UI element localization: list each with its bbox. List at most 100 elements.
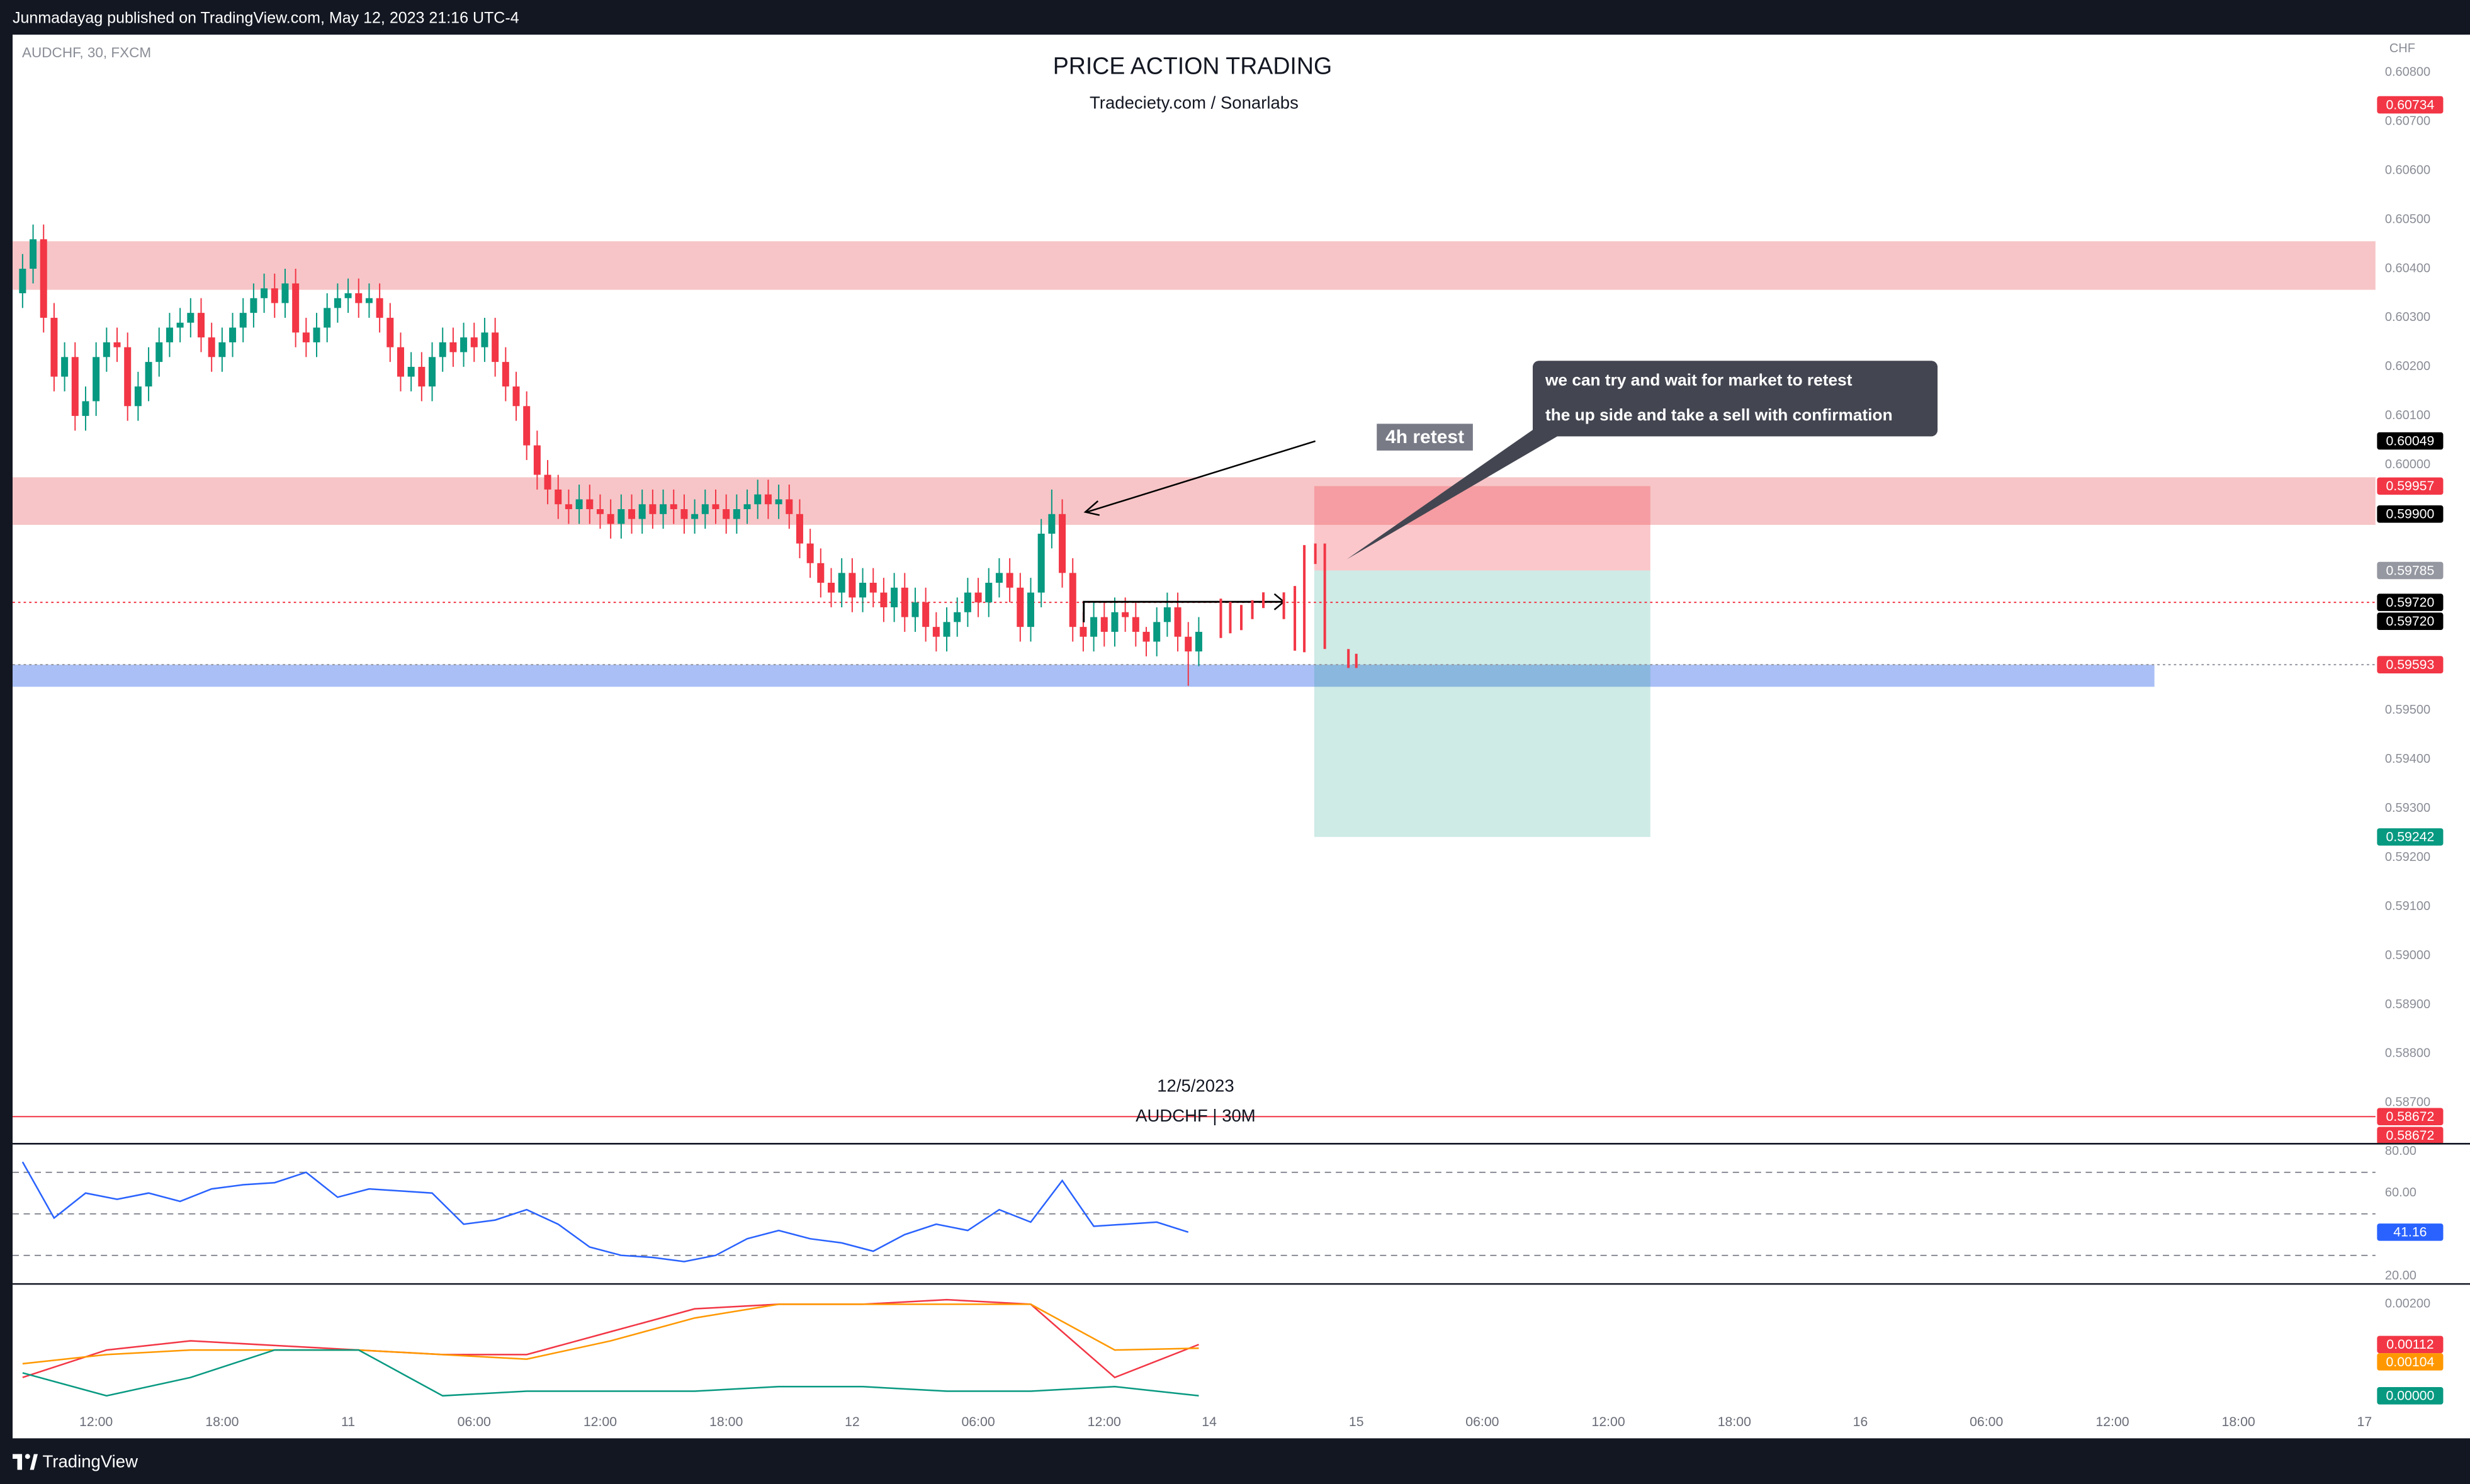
publish-header: Junmadayag published on TradingView.com,… [13,9,519,27]
candle-body [565,504,572,510]
candle-body [93,357,100,402]
candle-body [723,509,730,519]
candle-body [670,504,677,510]
candle-body [355,293,363,303]
candle-body [1080,627,1087,637]
x-tick-label: 12:00 [79,1414,113,1429]
candle-body [449,342,457,352]
candle-body [218,342,226,357]
zone [13,241,2376,290]
y-tick-label: 60.00 [2385,1186,2416,1200]
value-label: 0.00112 [2386,1337,2433,1352]
price-label-box [2377,96,2444,114]
candle-body [61,357,69,377]
x-tick-label: 06:00 [961,1414,995,1429]
logo-part [25,1454,30,1459]
candle-body [943,622,950,637]
y-tick-label: 0.58900 [2385,998,2430,1011]
candle-body [817,563,825,583]
value-label-box [2377,1353,2444,1371]
candle-body [838,573,845,593]
candle-body [575,499,583,510]
series-line [21,1161,1189,1262]
x-tick-label: 12 [845,1414,860,1429]
x-tick-label: 16 [1853,1414,1868,1429]
y-tick-label: 0.59100 [2385,899,2430,913]
y-tick-label: 0.59200 [2385,850,2430,864]
price-label: 0.59957 [2386,478,2434,493]
candle-body [733,509,740,519]
price-label: 0.59593 [2386,657,2434,672]
x-tick-label: 18:00 [1718,1414,1751,1429]
candle-body [596,509,604,514]
candle-body [1142,631,1150,642]
candle-body [754,494,762,505]
position-target [1314,570,1650,837]
price-label: 0.60049 [2386,434,2434,449]
candle-body [954,612,961,622]
candle-body [197,313,205,338]
candle-body [1027,592,1035,627]
candle-body [995,573,1003,583]
price-label: 0.59720 [2386,614,2434,629]
candle-body [271,288,278,303]
x-tick-label: 18:00 [205,1414,239,1429]
data-layer [19,224,1202,1397]
y-tick-label: 0.60100 [2385,408,2430,422]
candle-body [124,347,132,407]
candle-body [649,504,657,514]
candle-body [1069,573,1076,627]
drawings: 4h retest we can try and wait for market… [1083,361,1938,1125]
x-tick-label: 12:00 [1591,1414,1625,1429]
candle-body [145,362,152,387]
price-label-box [2377,477,2444,495]
candle-body [974,592,982,603]
y-tick-label: 0.59500 [2385,703,2430,717]
candle-body [628,509,636,519]
x-tick-label: 12:00 [1088,1414,1121,1429]
y-tick-label: 0.60600 [2385,163,2430,177]
value-label: 0.00000 [2386,1388,2434,1403]
price-label-box [2377,612,2444,630]
zone [13,477,2376,525]
candle-body [618,509,625,524]
x-tick-label: 15 [1349,1414,1364,1429]
candle-body [859,582,867,598]
candle-body [418,366,426,387]
callout-box [1532,361,1938,437]
price-label: 0.58672 [2386,1109,2434,1124]
candle-body [250,298,257,313]
x-tick-label: 06:00 [1970,1414,2003,1429]
candle-body [911,602,919,617]
x-tick-label: 12:00 [584,1414,617,1429]
y-tick-label: 0.59400 [2385,752,2430,766]
y-tick-label: 0.60000 [2385,458,2430,471]
candle-body [523,406,531,446]
zone [13,665,2155,687]
candle-body [1132,617,1139,632]
candle-body [880,592,888,607]
currency: CHF [2389,42,2415,55]
y-tick-label: 0.60400 [2385,261,2430,275]
candle-body [691,514,699,519]
candle-body [1037,534,1045,593]
candle-body [1153,622,1161,642]
y-tick-label: 80.00 [2385,1144,2416,1158]
y-tick-label: 0.59300 [2385,801,2430,815]
candle-body [397,347,404,377]
candle-body [386,317,394,347]
retest-label-box [1377,424,1473,451]
candle-body [828,582,835,593]
candle-body [1100,617,1108,632]
y-tick-label: 0.58800 [2385,1047,2430,1060]
candle-body [208,337,215,357]
arrow [1086,440,1316,513]
candle-body [176,322,184,328]
candle-body [324,308,331,328]
x-tick-label: 18:00 [709,1414,743,1429]
candle-body [407,366,415,377]
candle-body [1122,612,1129,617]
price-label: 0.59720 [2386,595,2434,610]
